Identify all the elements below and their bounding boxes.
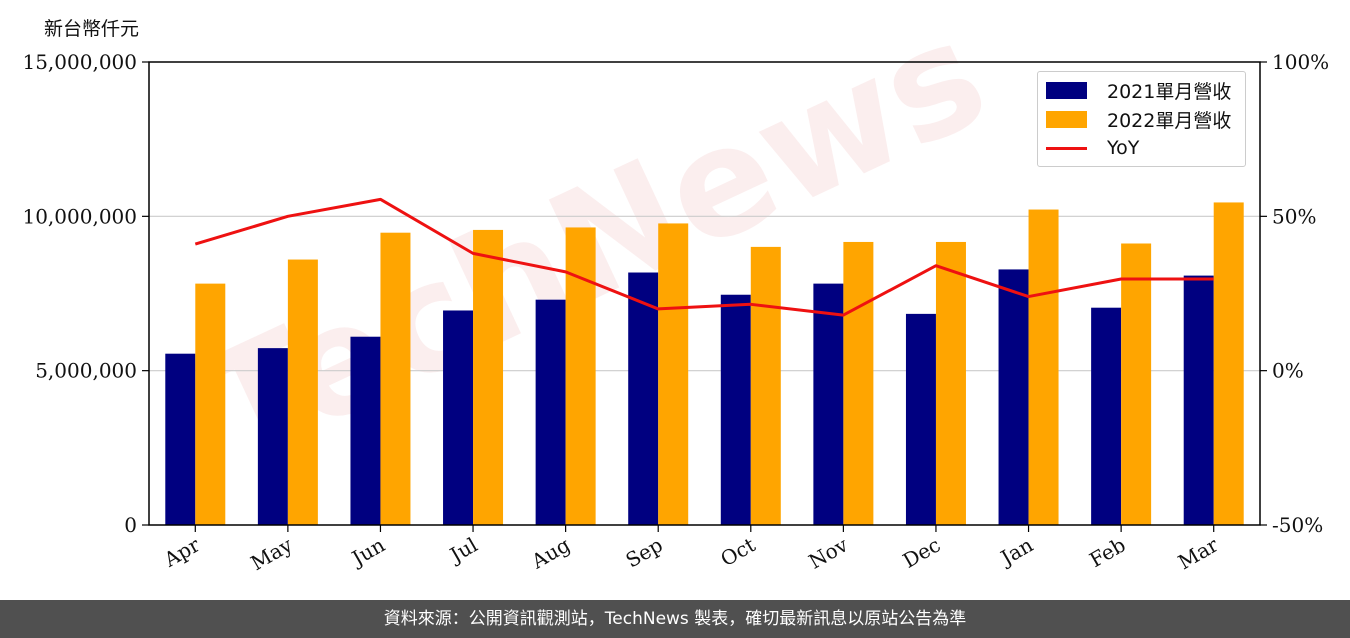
bar-2022-dec — [935, 241, 966, 525]
bar-2021-apr — [165, 353, 196, 525]
bar-2021-jan — [998, 269, 1029, 525]
x-tick-label-nov: Nov — [805, 532, 853, 574]
legend-item-yoy: YoY — [1046, 136, 1139, 160]
source-footer: 資料來源：公開資訊觀測站，TechNews 製表，確切最新訊息以原站公告為準 — [0, 600, 1350, 638]
right-tick-label: 0% — [1272, 359, 1304, 383]
left-tick-label: 15,000,000 — [22, 50, 137, 74]
bar-2022-mar — [1213, 202, 1244, 525]
x-tick-label-mar: Mar — [1174, 532, 1223, 574]
bar-2021-jun — [350, 336, 381, 525]
bar-2022-sep — [658, 223, 689, 525]
legend: 2021單月營收 2022單月營收 YoY — [1037, 71, 1246, 167]
y-axis-unit-label: 新台幣仟元 — [44, 18, 140, 40]
legend-label-2022: 2022單月營收 — [1107, 109, 1232, 132]
yoy-line-layer — [194, 197, 1214, 317]
x-tick-label-apr: Apr — [159, 532, 204, 572]
bar-2022-jun — [380, 232, 411, 525]
plot-frame — [148, 61, 1261, 526]
bar-2021-aug — [535, 299, 566, 525]
grid-lines — [149, 215, 1260, 372]
x-tick-label-sep: Sep — [622, 533, 667, 573]
bar-2022-may — [287, 259, 318, 525]
left-tick-label: 5,000,000 — [35, 359, 137, 383]
x-tick-label-jun: Jun — [346, 532, 389, 571]
left-tick-label: 0 — [124, 513, 137, 537]
bar-2021-oct — [720, 294, 751, 525]
right-tick-label: -50% — [1272, 513, 1323, 537]
right-tick-label: 50% — [1272, 204, 1316, 228]
legend-item-2021: 2021單月營收 — [1046, 78, 1232, 103]
legend-label-yoy: YoY — [1107, 137, 1140, 159]
bar-2022-feb — [1121, 243, 1152, 525]
bar-2021-nov — [813, 283, 844, 525]
legend-swatch-2022 — [1046, 110, 1087, 128]
x-tick-label-jul: Jul — [444, 533, 481, 568]
bar-2021-jul — [443, 310, 474, 525]
left-tick-label: 10,000,000 — [22, 204, 137, 228]
chart: 0 5,000,000 10,000,000 15,000,000 -50% 0% 50% 1… — [22, 50, 1329, 575]
bar-2021-sep — [628, 272, 659, 525]
bar-2022-oct — [750, 246, 781, 525]
x-tick-label-oct: Oct — [716, 533, 759, 572]
legend-label-2021: 2021單月營收 — [1107, 80, 1232, 103]
legend-item-2022: 2022單月營收 — [1046, 107, 1232, 132]
bar-2021-feb — [1091, 307, 1122, 525]
legend-swatch-yoy — [1046, 146, 1087, 150]
x-tick-label-may: May — [247, 532, 297, 575]
x-tick-label-feb: Feb — [1085, 533, 1129, 572]
legend-swatch-2021 — [1046, 81, 1087, 99]
bar-2021-may — [257, 348, 288, 525]
bar-2022-apr — [195, 283, 226, 525]
bar-2021-mar — [1183, 275, 1214, 525]
yoy-line — [194, 197, 1214, 317]
x-tick-label-jan: Jan — [995, 532, 1037, 570]
bars — [165, 202, 1244, 526]
bar-2021-dec — [905, 313, 936, 525]
x-tick-label-aug: Aug — [526, 532, 574, 573]
x-tick-label-dec: Dec — [899, 533, 945, 573]
axes — [148, 61, 1261, 526]
bar-2022-jan — [1028, 209, 1059, 525]
right-tick-label: 100% — [1272, 50, 1329, 74]
bar-2022-jul — [473, 229, 504, 525]
bar-2022-nov — [843, 241, 874, 525]
